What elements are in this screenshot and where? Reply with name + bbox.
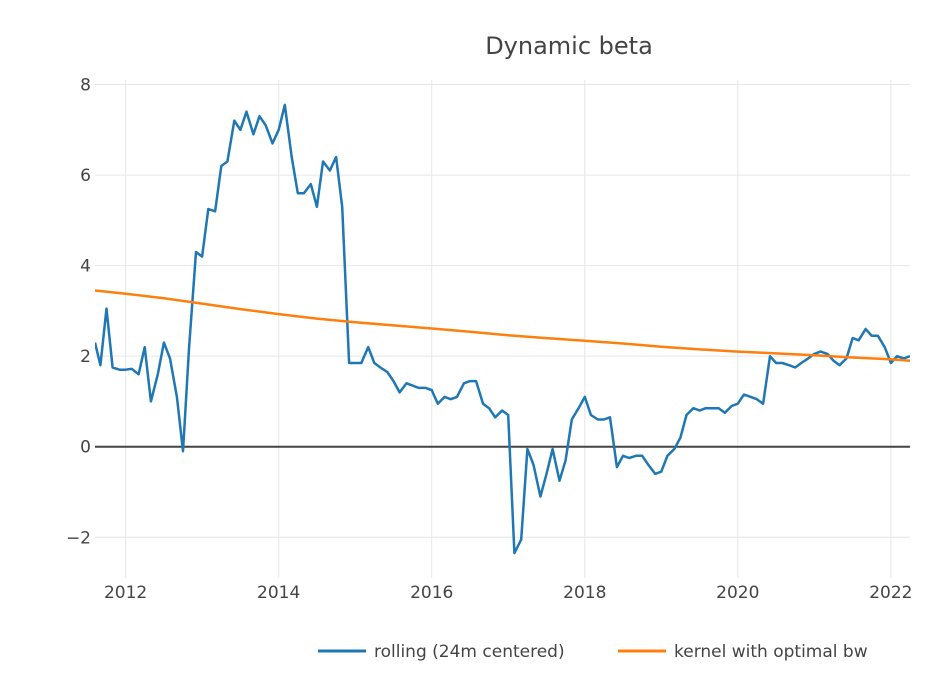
x-tick-label: 2020 [716, 583, 759, 603]
x-tick-label: 2016 [410, 583, 453, 603]
axis-tick-labels: 2012 2014 2016 2018 2020 2022 −2 0 2 4 6 8 [66, 76, 913, 603]
series-layer [95, 103, 910, 555]
y-tick-label: 4 [80, 257, 91, 277]
legend[interactable]: rolling (24m centered) kernel with optima… [318, 642, 868, 662]
legend-item[interactable]: kernel with optimal bw [618, 642, 868, 662]
grid [95, 80, 910, 578]
legend-item[interactable]: rolling (24m centered) [318, 642, 565, 662]
x-tick-label: 2012 [104, 583, 147, 603]
y-tick-label: 8 [80, 76, 91, 96]
x-tick-label: 2022 [869, 583, 912, 603]
chart-title: Dynamic beta [485, 32, 653, 60]
y-tick-label: 2 [80, 347, 91, 367]
legend-label: kernel with optimal bw [674, 642, 868, 662]
y-tick-label: 0 [80, 438, 91, 458]
legend-label: rolling (24m centered) [374, 642, 565, 662]
series-line-kernel-with-optimal-bw[interactable] [95, 289, 910, 362]
series-line-rolling-24m-centered-[interactable] [95, 103, 910, 555]
x-tick-label: 2018 [563, 583, 606, 603]
x-tick-label: 2014 [257, 583, 300, 603]
y-tick-label: 6 [80, 166, 91, 186]
y-tick-label: −2 [66, 528, 91, 548]
